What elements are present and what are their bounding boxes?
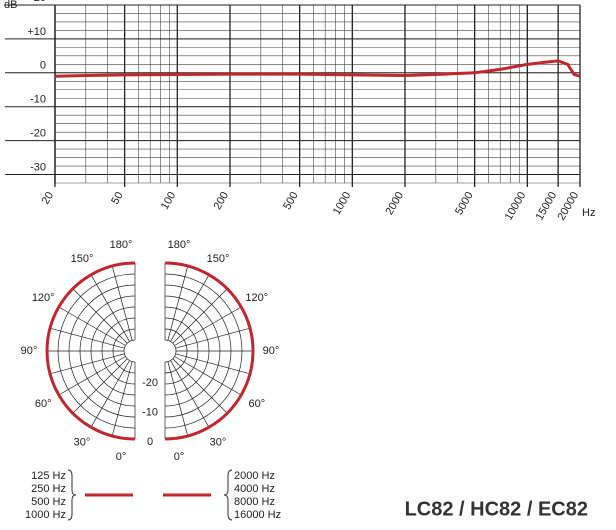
- polar-spoke: [90, 274, 130, 342]
- theta-tick-label: 120°: [245, 292, 268, 304]
- theta-tick-label: 60°: [35, 398, 52, 410]
- polar-spoke: [167, 361, 189, 437]
- legend-label: 250 Hz: [31, 483, 66, 495]
- theta-tick-label: 150°: [207, 253, 230, 265]
- theta-tick-label: 0°: [116, 451, 127, 463]
- theta-tick-label: 180°: [110, 239, 133, 251]
- x-tick-label: 2000: [383, 190, 406, 217]
- polar-ring: [123, 339, 136, 363]
- legend-label: 125 Hz: [31, 470, 66, 482]
- polar-spoke: [72, 358, 128, 414]
- y-tick-label: -10: [30, 94, 46, 106]
- polar-spoke: [49, 327, 125, 349]
- y-axis-label: dB: [4, 0, 17, 11]
- x-tick-label: 15000: [534, 190, 560, 222]
- x-tick-label: 100: [159, 190, 179, 212]
- x-tick-label: 5000: [453, 190, 476, 217]
- theta-tick-label: 90°: [21, 345, 38, 357]
- x-tick-label: 20: [40, 190, 57, 207]
- r-tick-label: 0: [147, 436, 153, 448]
- theta-tick-label: 30°: [74, 437, 91, 449]
- polar-spoke: [58, 306, 126, 346]
- polar-spoke: [111, 265, 133, 341]
- legend-label: 500 Hz: [31, 496, 66, 508]
- theta-tick-label: 0°: [174, 451, 185, 463]
- x-tick-label: 1000: [331, 190, 354, 217]
- x-tick-label: 20000: [555, 190, 581, 222]
- polar-spoke: [174, 306, 242, 346]
- r-tick-label: -10: [142, 407, 158, 419]
- legend-label: 1000 Hz: [25, 509, 66, 521]
- response-line: [54, 59, 581, 78]
- polar-spoke: [72, 288, 128, 344]
- x-axis-label: Hz: [582, 207, 595, 219]
- polar-ring: [164, 339, 177, 363]
- theta-tick-label: 150°: [71, 253, 94, 265]
- y-tick-label: -30: [30, 161, 46, 173]
- polar-spoke: [172, 288, 228, 344]
- polar-spoke: [175, 327, 251, 349]
- legend-brace: [67, 469, 77, 521]
- polar-spoke: [174, 356, 242, 396]
- theta-tick-label: 60°: [248, 398, 265, 410]
- polar-spoke: [111, 361, 133, 437]
- x-tick-label: 10000: [503, 190, 529, 222]
- theta-tick-label: 90°: [263, 345, 280, 357]
- y-tick-label: 0: [40, 60, 46, 72]
- theta-tick-label: 180°: [168, 239, 191, 251]
- theta-tick-label: 30°: [210, 437, 227, 449]
- polar-spoke: [170, 274, 210, 342]
- polar-spoke: [90, 360, 130, 428]
- legend-brace: [223, 469, 233, 521]
- y-tick-label: +10: [27, 26, 46, 38]
- polar-spoke: [58, 356, 126, 396]
- figure-title: LC82 / HC82 / EC82: [405, 498, 588, 520]
- y-tick-label: +20: [27, 0, 46, 4]
- theta-tick-label: 120°: [32, 292, 55, 304]
- x-tick-label: 50: [109, 190, 126, 207]
- r-tick-label: -20: [142, 377, 158, 389]
- legend-label: 4000 Hz: [234, 483, 275, 495]
- center-gap: [141, 244, 159, 464]
- polar-spoke: [49, 353, 125, 375]
- x-tick-label: 200: [212, 190, 232, 212]
- legend-label: 2000 Hz: [234, 470, 275, 482]
- polar-curve: [45, 261, 136, 441]
- polar-spoke: [172, 358, 228, 414]
- x-tick-label: 500: [281, 190, 301, 212]
- legend-label: 8000 Hz: [234, 496, 275, 508]
- polar-curve: [164, 261, 255, 441]
- legend-label: 16000 Hz: [234, 509, 281, 521]
- polar-spoke: [167, 265, 189, 341]
- y-tick-label: -20: [30, 128, 46, 140]
- polar-spoke: [170, 360, 210, 428]
- polar-spoke: [175, 353, 251, 375]
